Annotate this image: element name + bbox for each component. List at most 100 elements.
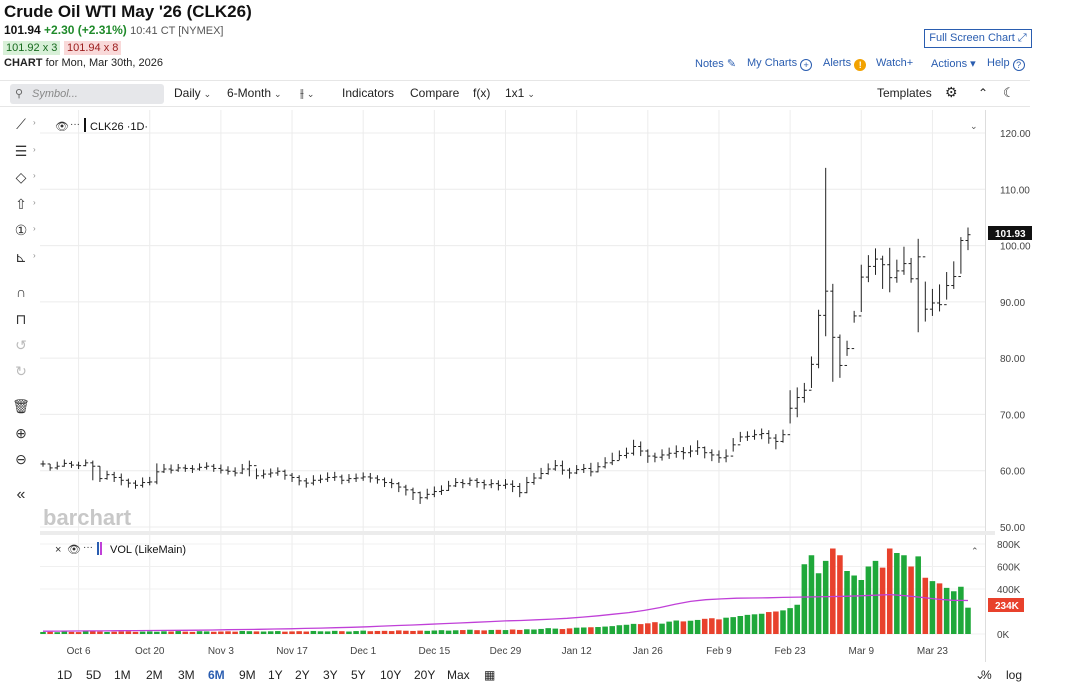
volume-bar bbox=[189, 631, 196, 634]
period-dropdown[interactable]: 6-Month ⌄ bbox=[227, 86, 282, 100]
shapes-tool-icon[interactable]: ◇ › bbox=[15, 169, 36, 185]
range-button-10y[interactable]: 10Y bbox=[380, 668, 402, 682]
range-button-5d[interactable]: 5D bbox=[86, 668, 102, 682]
measure-tool-icon[interactable]: ⊾ › bbox=[15, 249, 36, 265]
volume-bar bbox=[438, 630, 445, 634]
dark-mode-moon-icon[interactable]: ☾ bbox=[1003, 85, 1015, 100]
close-icon[interactable]: × bbox=[55, 544, 61, 556]
percent-scale-toggle[interactable]: % bbox=[981, 668, 992, 682]
chart-date-label: CHART for Mon, Mar 30th, 2026 bbox=[4, 57, 163, 69]
range-button-20y[interactable]: 20Y bbox=[414, 668, 436, 682]
double-chevron-down-icon[interactable]: ⌄ bbox=[975, 668, 986, 682]
range-button-9m[interactable]: 9M bbox=[239, 668, 256, 682]
plus-circle-icon: + bbox=[800, 59, 813, 71]
range-button-3y[interactable]: 3Y bbox=[323, 668, 338, 682]
eye-icon[interactable]: 👁 bbox=[55, 121, 69, 133]
more-dots-icon[interactable]: ··· bbox=[83, 542, 93, 553]
trash-icon[interactable]: 🗑 bbox=[12, 398, 30, 414]
volume-bar bbox=[488, 629, 495, 634]
chevron-down-icon: ⌄ bbox=[274, 89, 282, 99]
volume-bar bbox=[232, 631, 238, 634]
volume-bar bbox=[730, 617, 736, 634]
time-tick-label: Dec 1 bbox=[350, 646, 377, 657]
volume-bar bbox=[146, 631, 153, 634]
log-scale-toggle[interactable]: log bbox=[1006, 668, 1023, 682]
notes-link[interactable]: Notes ✎ bbox=[695, 57, 736, 70]
lock-icon[interactable]: ⊓ bbox=[15, 311, 27, 327]
volume-bar bbox=[175, 631, 181, 634]
last-price: 101.94 bbox=[4, 23, 41, 37]
range-button-2m[interactable]: 2M bbox=[146, 668, 163, 682]
range-button-5y[interactable]: 5Y bbox=[351, 668, 366, 682]
pane-collapse-icon[interactable]: ⌄ bbox=[970, 121, 978, 131]
volume-bar bbox=[467, 629, 473, 634]
settings-gear-icon[interactable]: ⚙ bbox=[945, 84, 958, 100]
watch-link[interactable]: Watch+ bbox=[876, 57, 913, 69]
pane-separator[interactable] bbox=[40, 531, 995, 535]
range-button-1m[interactable]: 1M bbox=[114, 668, 131, 682]
volume-bar bbox=[161, 631, 167, 634]
chart-type-dropdown[interactable]: ⫲ ⌄ bbox=[300, 86, 314, 101]
volume-bar bbox=[573, 627, 580, 634]
magnet-icon[interactable]: ∩ bbox=[15, 284, 27, 300]
range-button-1y[interactable]: 1Y bbox=[268, 668, 283, 682]
price-axis: 120.00 110.00 100.00 90.00 80.00 70.00 60.00 50… bbox=[1000, 129, 1031, 534]
volume-bar bbox=[595, 627, 601, 634]
pane-collapse-icon[interactable]: ⌃ bbox=[971, 546, 979, 556]
collapse-chevron-icon[interactable]: ⌃ bbox=[978, 86, 989, 100]
arrow-tool-icon[interactable]: ⇧ › bbox=[15, 196, 36, 212]
volume-bar bbox=[765, 612, 772, 634]
price-tick-label: 50.00 bbox=[1000, 523, 1025, 534]
range-button-6m[interactable]: 6M bbox=[208, 668, 225, 682]
symbol-search-input[interactable]: ⚲ Symbol... bbox=[10, 84, 164, 104]
templates-button[interactable]: Templates bbox=[877, 86, 932, 100]
more-dots-icon[interactable]: ··· bbox=[70, 119, 80, 130]
chart-canvas[interactable]: 👁 ··· CLK26 ·1D· ⌄ barchart 120.00 110.00… bbox=[40, 110, 1035, 662]
indicators-button[interactable]: Indicators bbox=[342, 86, 395, 100]
volume-bar bbox=[346, 631, 352, 634]
time-tick-label: Feb 9 bbox=[706, 646, 732, 657]
time-tick-label: Mar 9 bbox=[848, 646, 874, 657]
price-tick-label: 100.00 bbox=[1000, 242, 1031, 253]
compare-button[interactable]: Compare bbox=[410, 86, 460, 100]
layout-label: 1x1 bbox=[505, 86, 525, 100]
annotation-tool-icon[interactable]: ① › bbox=[14, 222, 36, 238]
volume-bar bbox=[588, 627, 594, 634]
alerts-link[interactable]: Alerts ! bbox=[823, 57, 867, 71]
current-volume-label: 234K bbox=[995, 601, 1020, 612]
fx-button[interactable]: f(x) bbox=[473, 86, 491, 100]
volume-bar bbox=[894, 553, 900, 634]
fibonacci-tool-icon[interactable]: ☰ › bbox=[14, 143, 36, 159]
volume-bar bbox=[452, 630, 459, 634]
range-button-2y[interactable]: 2Y bbox=[295, 668, 310, 682]
zoom-out-icon[interactable]: ⊖ bbox=[15, 451, 27, 467]
volume-bar bbox=[637, 624, 644, 634]
redo-icon[interactable]: ↻ bbox=[15, 363, 27, 379]
zoom-in-icon[interactable]: ⊕ bbox=[15, 425, 27, 441]
volume-bar bbox=[566, 628, 573, 634]
volume-bar bbox=[275, 631, 281, 634]
help-link[interactable]: Help ? bbox=[987, 57, 1025, 71]
volume-bar bbox=[260, 631, 267, 634]
volume-bar bbox=[559, 629, 566, 634]
time-tick-label: Jan 12 bbox=[562, 646, 592, 657]
full-screen-chart-button[interactable]: Full Screen Chart ⤢ bbox=[924, 29, 1032, 48]
volume-bar bbox=[943, 587, 950, 634]
volume-bar bbox=[694, 619, 701, 634]
collapse-sidebar-icon[interactable]: « bbox=[16, 486, 26, 503]
volume-bar bbox=[296, 631, 302, 634]
volume-bar bbox=[445, 630, 452, 634]
volume-bar bbox=[118, 631, 125, 634]
trendline-tool-icon[interactable]: ⟋ › bbox=[16, 116, 36, 132]
actions-menu[interactable]: Actions ▾ bbox=[931, 57, 976, 70]
my-charts-link[interactable]: My Charts + bbox=[747, 57, 813, 71]
range-button-1d[interactable]: 1D bbox=[57, 668, 73, 682]
range-button-3m[interactable]: 3M bbox=[178, 668, 195, 682]
range-button-max[interactable]: Max bbox=[447, 668, 470, 682]
calendar-icon[interactable]: ▦ bbox=[484, 668, 496, 682]
interval-dropdown[interactable]: Daily ⌄ bbox=[174, 86, 211, 100]
undo-icon[interactable]: ↺ bbox=[15, 337, 27, 353]
eye-icon[interactable]: 👁 bbox=[67, 544, 81, 556]
layout-dropdown[interactable]: 1x1 ⌄ bbox=[505, 86, 535, 100]
volume-bar bbox=[516, 629, 523, 634]
